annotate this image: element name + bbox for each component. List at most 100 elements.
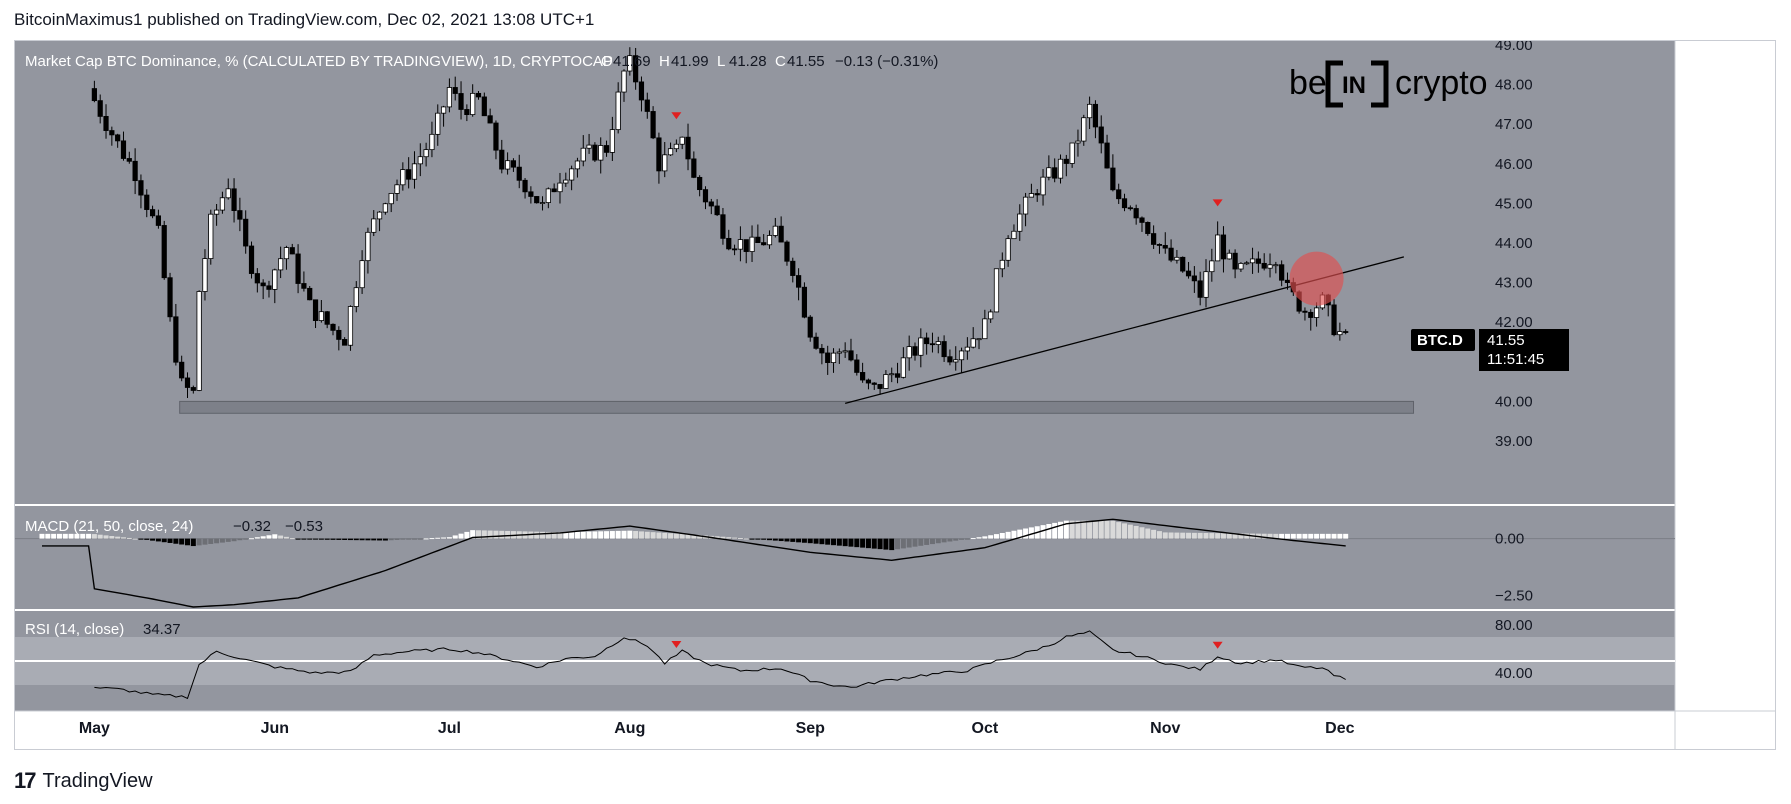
chart-svg[interactable]: 49.00 48.00 47.00 46.00 45.00 44.00 43.00 42.00… <box>15 37 1775 749</box>
macd-histogram-bar <box>318 538 324 540</box>
macd-value-2: −0.53 <box>285 518 323 535</box>
macd-histogram-bar <box>1261 533 1267 539</box>
price-tick-label: 45.00 <box>1495 195 1533 212</box>
macd-histogram-bar <box>848 538 854 547</box>
candle-body <box>1185 270 1192 277</box>
macd-histogram-bar <box>1226 533 1232 539</box>
candle-body <box>621 70 627 93</box>
macd-histogram-bar <box>831 538 837 546</box>
candle-body <box>1104 142 1110 169</box>
candle-body <box>452 87 458 94</box>
candle-body <box>877 384 883 389</box>
macd-histogram-bar <box>1337 533 1343 539</box>
candle-body <box>1255 258 1261 264</box>
macd-histogram-bar <box>627 530 633 539</box>
macd-histogram-bar <box>324 538 330 540</box>
candle-body <box>347 306 354 346</box>
candle-body <box>324 311 330 325</box>
candle-body <box>248 245 255 274</box>
candle-body <box>1098 126 1104 144</box>
macd-histogram-bar <box>446 537 452 539</box>
candle-body <box>1220 234 1227 260</box>
macd-histogram-bar <box>1314 533 1320 539</box>
ohlc-key: H <box>659 53 670 70</box>
candle-body <box>155 215 161 226</box>
chart-frame[interactable]: 49.00 48.00 47.00 46.00 45.00 44.00 43.00 42.00… <box>14 37 1776 750</box>
candle-body <box>254 273 260 284</box>
macd-histogram-bar <box>144 538 150 540</box>
macd-histogram-bar <box>179 538 185 545</box>
macd-histogram-bar <box>790 538 796 542</box>
time-tick-label: Jul <box>438 720 461 737</box>
time-tick-label: Sep <box>796 720 826 737</box>
candle-body <box>825 352 831 363</box>
candle-body <box>406 169 412 180</box>
candle-body <box>650 111 656 139</box>
macd-histogram-bar <box>551 532 557 539</box>
candle-body <box>545 188 551 203</box>
macd-histogram-bar <box>1116 522 1122 539</box>
candle-body <box>1110 167 1116 191</box>
candle-body <box>278 258 284 271</box>
macd-histogram-bar <box>679 534 685 539</box>
macd-histogram-bar <box>586 531 592 539</box>
macd-histogram-bar <box>1133 525 1139 539</box>
candle-body <box>1232 252 1238 270</box>
candle-body <box>900 357 906 378</box>
candle-body <box>1156 244 1163 246</box>
macd-histogram-bar <box>685 534 691 539</box>
candle-body <box>190 387 196 391</box>
macd-histogram-bar <box>540 531 546 539</box>
macd-histogram-bar <box>929 538 935 545</box>
candle-body <box>1191 275 1197 282</box>
macd-histogram-bar <box>534 531 540 539</box>
macd-histogram-bar <box>109 536 115 539</box>
logo-bracket-text: IN <box>1342 72 1366 99</box>
macd-histogram-bar <box>988 535 994 539</box>
candle-body <box>458 93 464 110</box>
macd-histogram-bar <box>668 533 674 539</box>
candle-body <box>1244 262 1250 265</box>
candle-body <box>1313 307 1320 318</box>
macd-histogram-bar <box>1220 533 1226 539</box>
candle-body <box>912 346 918 356</box>
candle-body <box>865 379 872 384</box>
last-price: 41.55 <box>1487 332 1525 349</box>
candle-body <box>796 275 802 288</box>
ohlc-key: C <box>775 53 786 70</box>
macd-tick-label: 0.00 <box>1495 531 1524 548</box>
macd-histogram-bar <box>406 538 412 540</box>
candle-body <box>1092 103 1099 128</box>
macd-histogram-bar <box>237 538 243 541</box>
macd-histogram-bar <box>941 538 947 543</box>
macd-histogram-bar <box>231 538 237 542</box>
candle-body <box>761 242 767 246</box>
candle-body <box>429 133 435 151</box>
macd-histogram-bar <box>505 530 511 539</box>
macd-histogram-bar <box>342 538 348 540</box>
macd-histogram-bar <box>202 538 208 545</box>
ohlc-value: 41.99 <box>671 53 709 70</box>
macd-histogram-bar <box>953 538 959 541</box>
candle-body <box>1087 103 1093 119</box>
macd-histogram-bar <box>1087 520 1093 539</box>
candle-body <box>1180 256 1186 272</box>
macd-histogram-bar <box>865 538 871 549</box>
candle-body <box>720 214 726 239</box>
candle-body <box>400 169 406 186</box>
macd-histogram-bar <box>1005 531 1011 539</box>
candle-body <box>539 202 546 204</box>
candle-body <box>1127 207 1133 210</box>
time-tick-label: Aug <box>614 720 645 737</box>
candle-body <box>627 55 633 72</box>
candle-body <box>784 241 790 262</box>
macd-histogram-bar <box>1104 520 1110 539</box>
macd-histogram-bar <box>720 536 726 539</box>
candle-body <box>1145 222 1151 234</box>
candle-body <box>149 209 156 217</box>
macd-histogram-bar <box>429 538 435 540</box>
candle-body <box>755 236 761 244</box>
countdown: 11:51:45 <box>1487 351 1544 368</box>
candle-body <box>772 225 778 236</box>
rsi-marker <box>671 641 682 648</box>
